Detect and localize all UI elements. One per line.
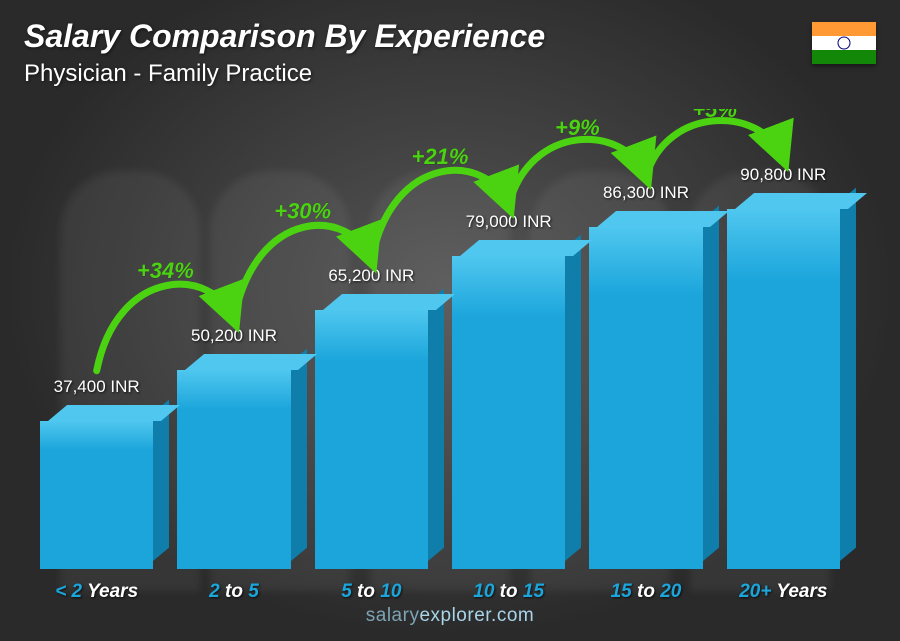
bar-top-face [323, 294, 455, 310]
bar-column: 37,400 INR< 2 Years [40, 377, 153, 569]
bar-top-face [48, 405, 180, 421]
bar-front-face [315, 310, 428, 569]
bar-column: 79,000 INR10 to 15 [452, 212, 565, 569]
bar-front-face [40, 421, 153, 569]
bar [40, 405, 153, 569]
flag-chakra-icon [838, 37, 851, 50]
bar-side-face [291, 349, 307, 561]
bar-column: 50,200 INR2 to 5 [177, 326, 290, 569]
bar-front-face [452, 256, 565, 569]
bar [589, 211, 702, 569]
bar-front-face [589, 227, 702, 569]
footer-attribution: salaryexplorer.com [0, 605, 900, 627]
bar-column: 65,200 INR5 to 10 [315, 266, 428, 569]
page-subtitle: Physician - Family Practice [24, 60, 312, 88]
bar-value-label: 86,300 INR [603, 183, 689, 203]
bar-side-face [703, 206, 719, 561]
footer-brand: salary [366, 605, 420, 626]
bar-top-face [735, 193, 867, 209]
chart-stage: Salary Comparison By Experience Physicia… [0, 0, 900, 641]
bar [315, 294, 428, 569]
bar-value-label: 90,800 INR [740, 165, 826, 185]
bar-chart: 37,400 INR< 2 Years50,200 INR2 to 565,20… [40, 109, 840, 569]
bar-value-label: 50,200 INR [191, 326, 277, 346]
bar [177, 354, 290, 569]
footer-rest: explorer.com [419, 605, 534, 626]
country-flag-india [812, 22, 876, 64]
bar-side-face [565, 235, 581, 561]
bar-top-face [597, 211, 729, 227]
bar-side-face [428, 289, 444, 561]
bar [452, 240, 565, 569]
bar-top-face [185, 354, 317, 370]
bar-side-face [840, 188, 856, 561]
bar [727, 193, 840, 569]
bar-category-label: 20+ Years [698, 581, 868, 603]
bar-value-label: 65,200 INR [328, 266, 414, 286]
flag-stripe-saffron [812, 22, 876, 36]
bar-value-label: 37,400 INR [54, 377, 140, 397]
flag-stripe-green [812, 50, 876, 64]
page-title: Salary Comparison By Experience [24, 18, 545, 55]
bar-top-face [460, 240, 592, 256]
bar-column: 86,300 INR15 to 20 [589, 183, 702, 569]
bar-front-face [177, 370, 290, 569]
bar-front-face [727, 209, 840, 569]
bar-column: 90,800 INR20+ Years [727, 165, 840, 569]
bar-value-label: 79,000 INR [466, 212, 552, 232]
bar-side-face [153, 400, 169, 561]
